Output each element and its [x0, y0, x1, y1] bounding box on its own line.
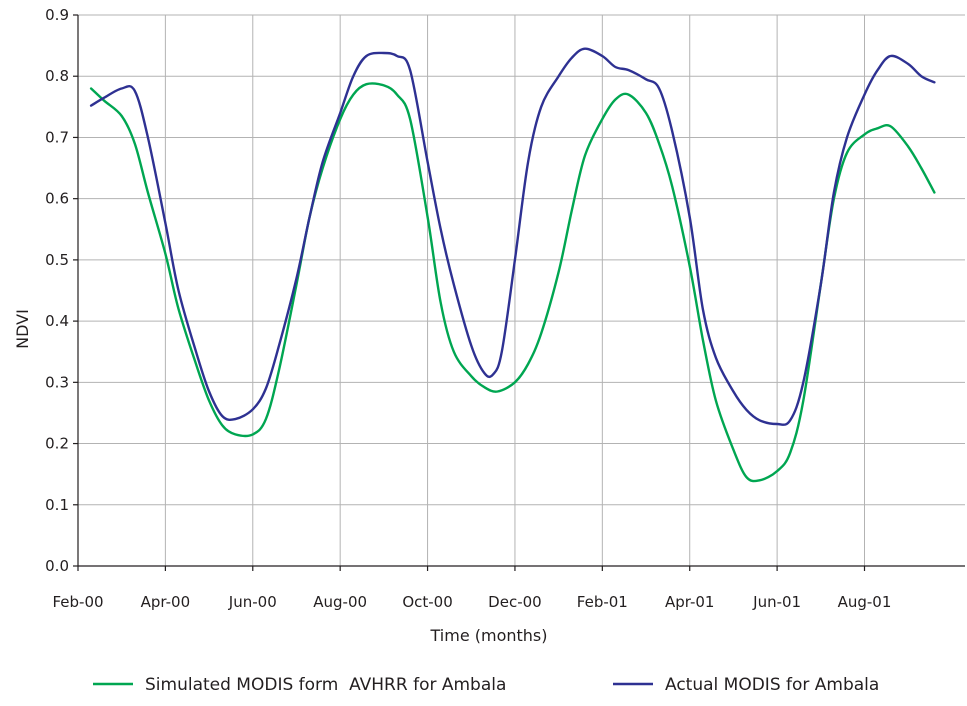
x-tick-label: Jun-00 [228, 593, 277, 611]
series-line-simulated-modis [89, 82, 936, 483]
x-tick-label: Jun-01 [752, 593, 801, 611]
y-tick-label: 0.5 [45, 251, 69, 269]
x-tick-label: Apr-00 [141, 593, 191, 611]
x-tick-label: Feb-00 [52, 593, 103, 611]
x-tick-label: Aug-00 [313, 593, 367, 611]
y-axis-title: NDVI [13, 309, 32, 349]
legend: Simulated MODIS form AVHRR for Ambala Act… [93, 675, 879, 695]
grid [78, 14, 965, 566]
y-tick-label: 0.7 [45, 128, 69, 146]
axes [73, 14, 965, 571]
legend-label-simulated-modis: Simulated MODIS form AVHRR for Ambala [145, 675, 506, 695]
x-tick-label: Apr-01 [665, 593, 715, 611]
y-tick-label: 0.0 [45, 557, 69, 575]
y-tick-labels: 0.0 0.1 0.2 0.3 0.4 0.5 0.6 0.7 0.8 0.9 [45, 6, 69, 575]
x-axis-title: Time (months) [430, 626, 548, 645]
legend-label-actual-modis: Actual MODIS for Ambala [665, 675, 879, 695]
y-tick-label: 0.2 [45, 435, 69, 453]
y-tick-label: 0.6 [45, 190, 69, 208]
y-tick-label: 0.1 [45, 496, 69, 514]
x-tick-labels: Feb-00 Apr-00 Jun-00 Aug-00 Oct-00 Dec-00 Feb-… [52, 593, 891, 611]
x-tick-label: Aug-01 [838, 593, 892, 611]
x-tick-label: Dec-00 [488, 593, 542, 611]
y-tick-label: 0.4 [45, 312, 69, 330]
x-tick-label: Oct-00 [402, 593, 452, 611]
y-tick-label: 0.3 [45, 373, 69, 391]
y-tick-label: 0.9 [45, 6, 69, 24]
y-tick-label: 0.8 [45, 67, 69, 85]
series-line-actual-modis [89, 47, 936, 426]
x-tick-label: Feb-01 [577, 593, 628, 611]
plot-series [89, 47, 936, 483]
